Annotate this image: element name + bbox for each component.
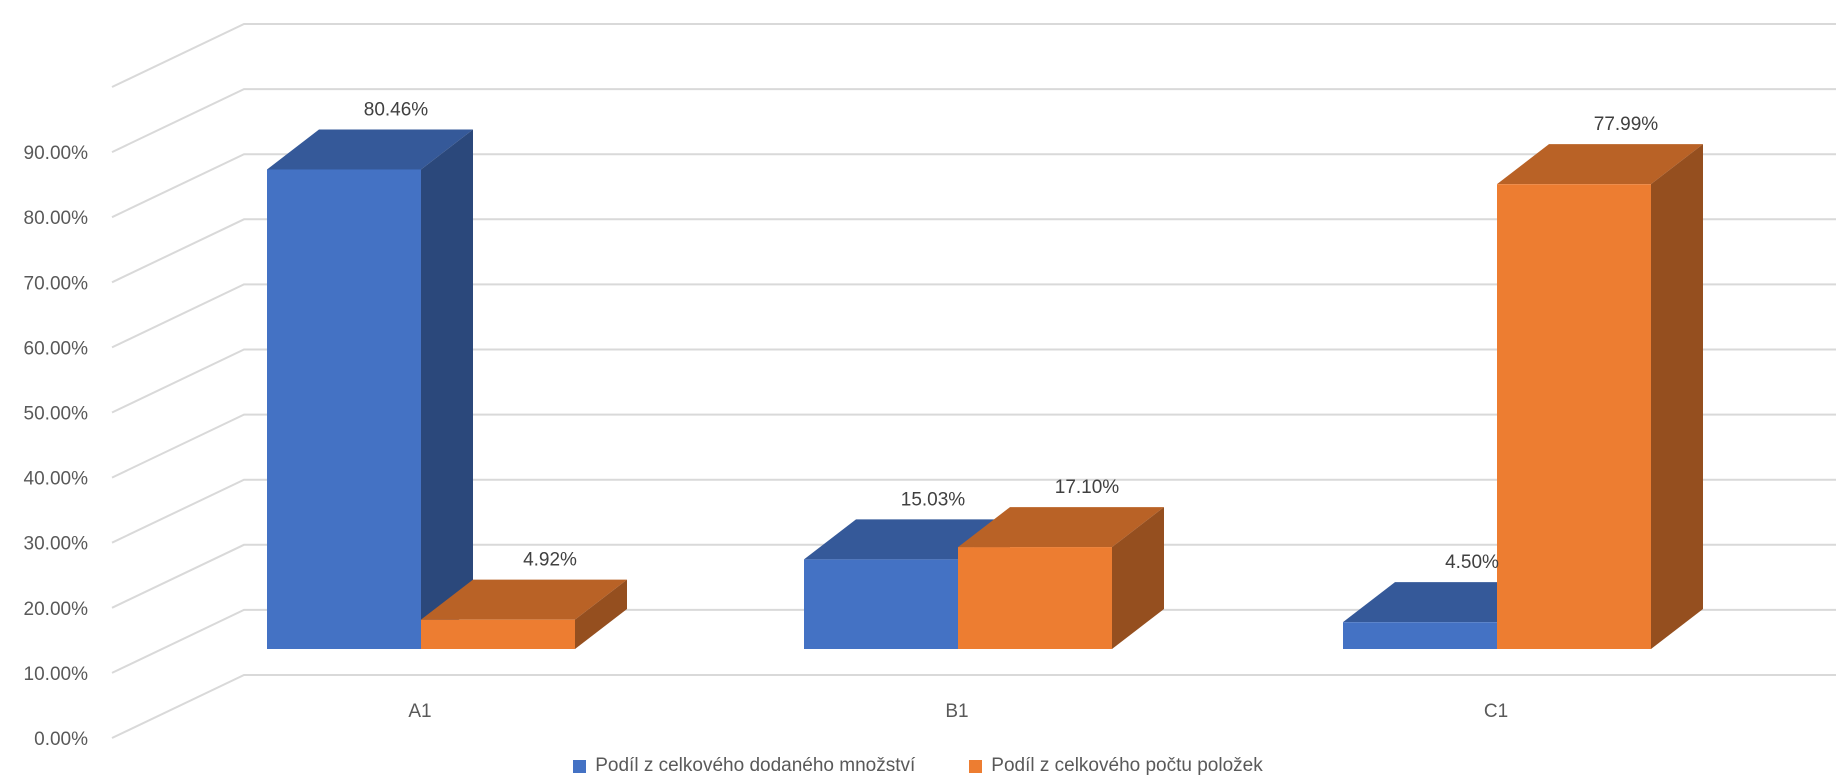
bar-side-face bbox=[421, 129, 473, 650]
y-tick-label: 60.00% bbox=[24, 338, 89, 359]
legend-swatch-series-1 bbox=[573, 759, 587, 773]
bar-front-face bbox=[1497, 184, 1651, 649]
y-tick-label: 90.00% bbox=[24, 143, 89, 164]
x-category-label: A1 bbox=[408, 701, 431, 722]
y-tick-label: 10.00% bbox=[24, 664, 89, 685]
bar-b1-series-2 bbox=[958, 507, 1164, 649]
bar-front-face bbox=[267, 169, 421, 649]
bar-top-face bbox=[421, 579, 627, 620]
y-tick-label: 50.00% bbox=[24, 404, 89, 425]
bar-a1-series-2 bbox=[421, 579, 627, 649]
gridline bbox=[111, 88, 1836, 154]
bar-side-face bbox=[1651, 144, 1703, 649]
data-label: 4.92% bbox=[523, 550, 577, 571]
legend-swatch-series-2 bbox=[969, 759, 983, 773]
legend-label-series-1: Podíl z celkového dodaného množství bbox=[595, 755, 916, 776]
bar-top-face bbox=[958, 507, 1164, 548]
y-axis-ticks: 0.00% 10.00% 20.00% 30.00% 40.00% 50.00% 60.00… bbox=[24, 143, 89, 750]
gridline bbox=[111, 218, 1836, 284]
bar-front-face bbox=[421, 619, 575, 649]
gridline bbox=[111, 543, 1836, 609]
x-category-label: B1 bbox=[945, 701, 968, 722]
gridline bbox=[111, 153, 1836, 219]
data-label: 80.46% bbox=[364, 99, 429, 120]
y-tick-label: 30.00% bbox=[24, 534, 89, 555]
gridline bbox=[111, 283, 1836, 349]
bar-c1-series-2 bbox=[1497, 144, 1703, 649]
bar-top-face bbox=[267, 129, 473, 170]
bar-a1-series-1 bbox=[267, 129, 473, 650]
bar-side-face bbox=[575, 579, 627, 649]
gridline bbox=[111, 674, 1836, 739]
legend-item-series-1: Podíl z celkového dodaného množství bbox=[573, 755, 915, 777]
gridline bbox=[111, 413, 1836, 479]
bar-front-face bbox=[1343, 622, 1497, 649]
y-tick-label: 40.00% bbox=[24, 469, 89, 490]
x-category-label: C1 bbox=[1484, 701, 1508, 722]
legend-label-series-2: Podíl z celkového počtu položek bbox=[991, 755, 1263, 776]
gridline bbox=[111, 348, 1836, 414]
y-tick-label: 70.00% bbox=[24, 273, 89, 294]
y-tick-label: 80.00% bbox=[24, 208, 89, 229]
y-tick-label: 0.00% bbox=[34, 729, 88, 750]
data-label: 17.10% bbox=[1055, 477, 1120, 498]
bars bbox=[267, 129, 1703, 650]
bar-top-face bbox=[1497, 144, 1703, 185]
bar-side-face bbox=[1112, 507, 1164, 649]
data-labels: 80.46% 4.92% 15.03% 17.10% 4.50% 77.99% bbox=[364, 99, 1659, 573]
data-label: 77.99% bbox=[1594, 114, 1659, 135]
data-label: 4.50% bbox=[1445, 552, 1499, 573]
legend: Podíl z celkového dodaného množství Podí… bbox=[0, 754, 1836, 778]
gridline bbox=[111, 23, 1836, 88]
x-axis-categories: A1 B1 C1 bbox=[408, 701, 1508, 722]
gridlines bbox=[111, 23, 1836, 739]
legend-item-series-2: Podíl z celkového počtu položek bbox=[969, 755, 1263, 777]
data-label: 15.03% bbox=[901, 489, 966, 510]
y-tick-label: 20.00% bbox=[24, 599, 89, 620]
bar-front-face bbox=[958, 547, 1112, 649]
gridline bbox=[111, 478, 1836, 544]
bar-front-face bbox=[804, 559, 958, 649]
